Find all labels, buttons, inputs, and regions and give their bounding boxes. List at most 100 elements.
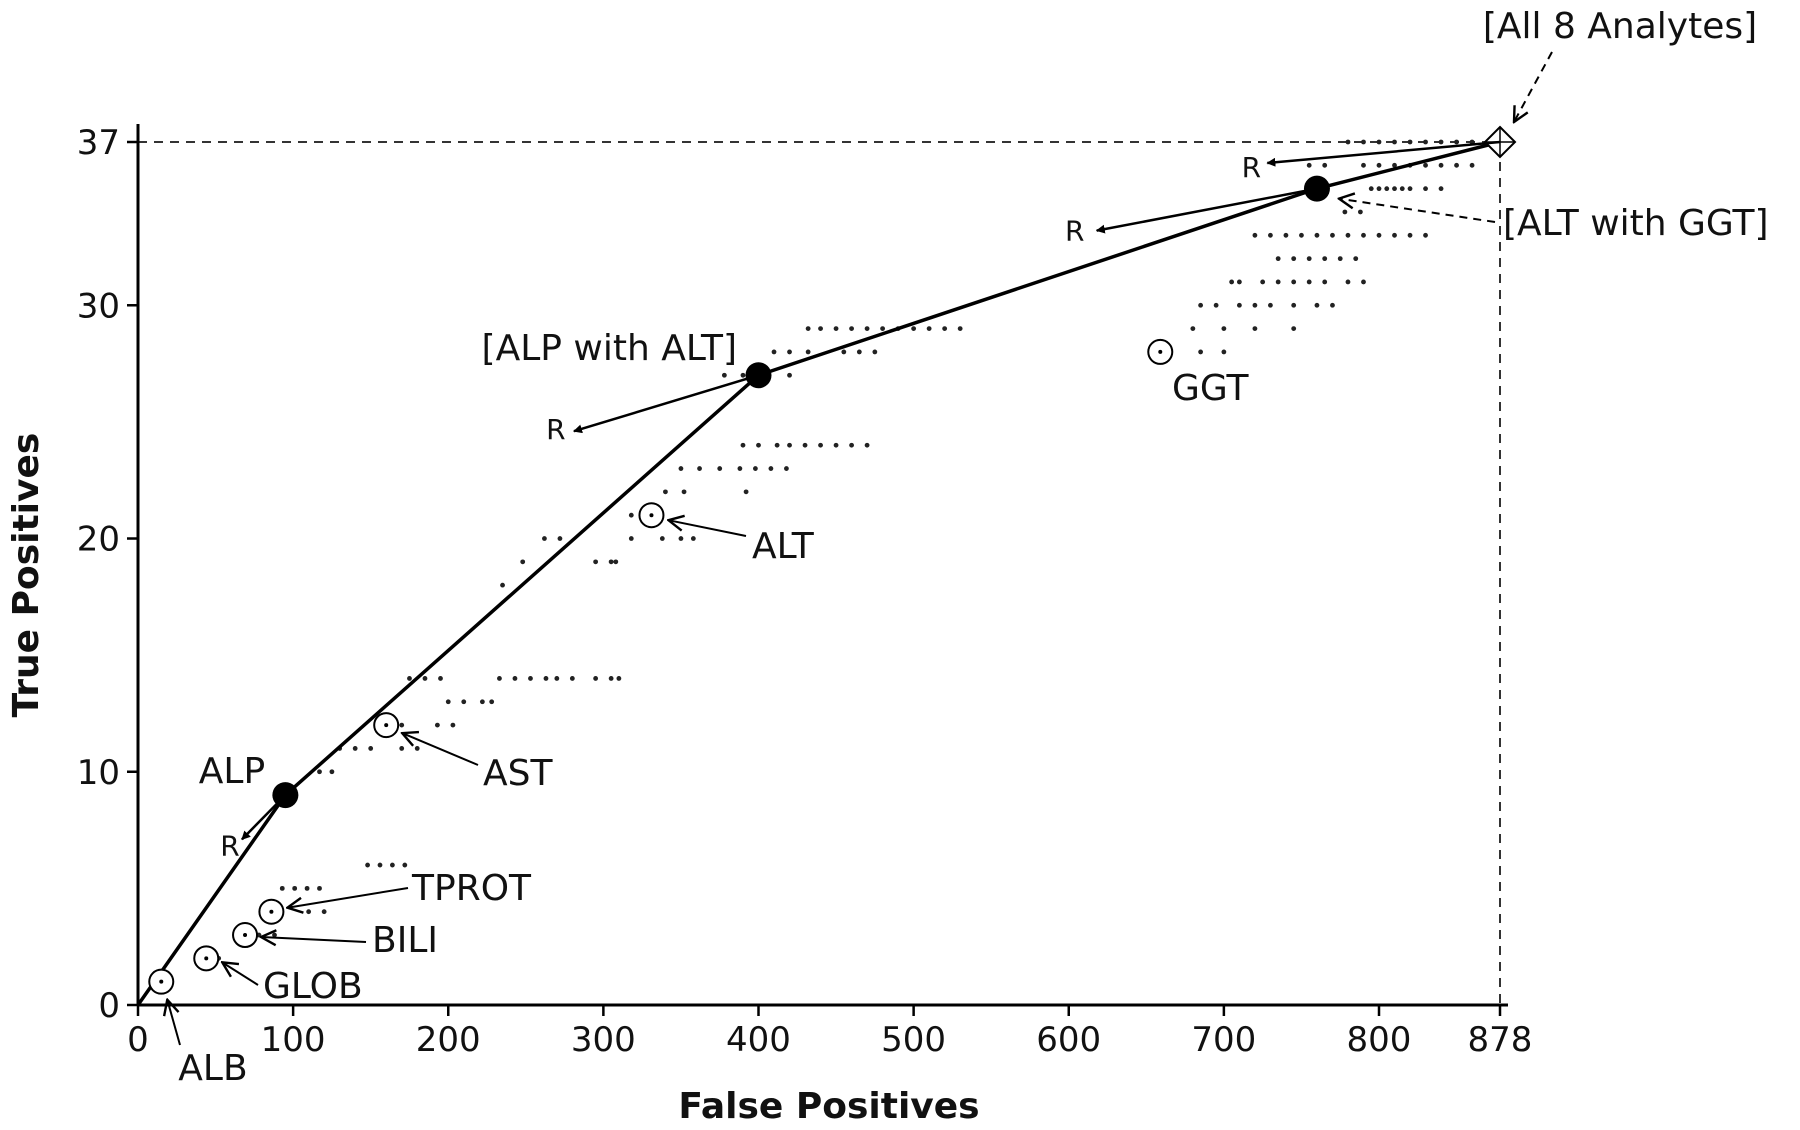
combination-point [911, 326, 917, 331]
r-vector-arrow [1266, 140, 1501, 167]
combination-point [1299, 232, 1304, 238]
combination-point [768, 466, 774, 471]
combination-point [304, 885, 310, 891]
x-tick-label: 800 [1347, 1020, 1412, 1060]
combination-point [1330, 232, 1335, 238]
combination-point [787, 349, 792, 355]
x-tick-label: 400 [726, 1020, 791, 1060]
x-tick-label: 100 [261, 1020, 326, 1060]
combination-point [542, 536, 547, 541]
x-tick-label: 600 [1036, 1020, 1101, 1060]
combination-point [438, 676, 443, 681]
y-tick-label: 0 [98, 986, 120, 1026]
r-vector-label: R [1242, 151, 1261, 184]
combination-point [317, 885, 322, 891]
combination-point [1438, 186, 1444, 192]
annotation-all-8-analytes: [All 8 Analytes] [1483, 6, 1757, 47]
combination-point [681, 489, 687, 495]
combination-point [1221, 326, 1227, 331]
combination-point [1330, 302, 1335, 308]
r-vectors: R R R R [220, 140, 1501, 862]
annotation-arrow-alb [167, 1000, 181, 1046]
annotation-bili: BILI [372, 920, 438, 961]
y-tick-label: 37 [77, 123, 120, 163]
r-vector-arrow [1095, 187, 1318, 234]
combination-point [365, 862, 370, 868]
combination-point [1198, 349, 1204, 355]
single-analyte-point-center [204, 956, 209, 961]
annotation-arrow-alt [668, 520, 747, 537]
combination-point [1361, 162, 1366, 168]
combination-point [690, 536, 696, 541]
combination-point [957, 326, 963, 331]
combination-point [352, 746, 358, 751]
single-analyte-point-center [1158, 349, 1163, 354]
combination-point [1268, 302, 1273, 308]
combination-point [1361, 139, 1366, 145]
combination-point [740, 442, 746, 448]
r-vector-label: R [546, 413, 565, 446]
combination-point [528, 676, 533, 681]
combination-point [833, 326, 839, 331]
combination-point [849, 442, 854, 448]
combination-point [880, 326, 886, 331]
combination-point [390, 862, 395, 868]
combination-point [1252, 302, 1258, 308]
combination-point [1252, 232, 1258, 238]
combination-point [1376, 186, 1382, 192]
combination-point [1345, 139, 1351, 145]
combination-point [659, 536, 665, 541]
combination-point [593, 559, 599, 565]
combination-point [1291, 279, 1297, 285]
combination-point [1454, 162, 1459, 168]
combination-point [399, 722, 405, 728]
combination-point [1438, 139, 1444, 145]
combination-point [1345, 232, 1351, 238]
combination-point [377, 862, 383, 868]
combination-point [1392, 162, 1397, 168]
combination-point [1213, 302, 1219, 308]
combination-point [717, 466, 723, 471]
combination-point [1252, 326, 1258, 331]
annotation-alb: ALB [178, 1048, 247, 1089]
annotation-tprot: TPROT [411, 868, 532, 909]
combination-point [613, 559, 619, 565]
combination-point [1221, 349, 1227, 355]
y-axis-title: True Positives [6, 433, 47, 718]
annotation-arrow-tprot [287, 887, 409, 908]
combination-point [1314, 232, 1320, 238]
combination-point [1384, 186, 1390, 192]
combination-point [849, 326, 854, 331]
combination-point [1260, 279, 1266, 285]
combination-point [1392, 186, 1397, 192]
combination-point [407, 676, 412, 681]
single-analyte-point-center [159, 979, 164, 984]
x-tick-label: 500 [881, 1020, 946, 1060]
combination-point [818, 326, 823, 331]
combination-point [756, 442, 761, 448]
single-analyte-point-center [243, 933, 248, 938]
single-analyte-point-center [269, 909, 274, 914]
combination-point [1423, 232, 1428, 238]
combination-point [1198, 302, 1204, 308]
combination-points [216, 139, 1490, 961]
combination-point [1353, 256, 1359, 262]
reference-lines [138, 130, 1501, 1005]
x-tick-label: 200 [416, 1020, 481, 1060]
combination-point [1454, 139, 1459, 145]
combination-point [864, 442, 870, 448]
combination-point [414, 746, 420, 751]
combination-point [743, 489, 749, 495]
combination-point [279, 885, 285, 891]
combination-point [329, 769, 335, 775]
combination-point [1469, 162, 1475, 168]
combination-point [1275, 279, 1281, 285]
combination-point [926, 326, 932, 331]
combination-point [628, 512, 634, 518]
combination-point [942, 326, 948, 331]
combination-point [402, 862, 408, 868]
combination-point [321, 909, 327, 915]
combination-point [1322, 162, 1328, 168]
combination-point [608, 559, 614, 565]
